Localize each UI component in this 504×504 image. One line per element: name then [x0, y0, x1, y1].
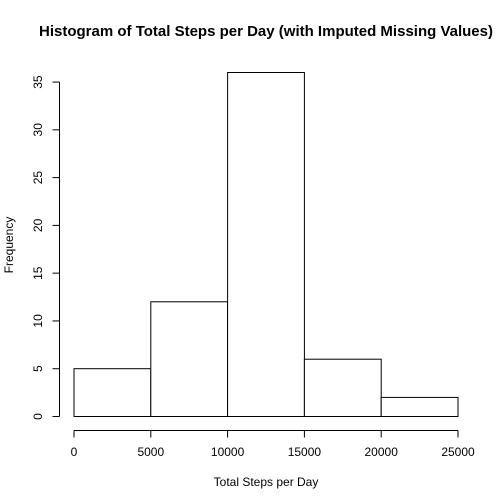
- y-tick-label: 0: [31, 413, 45, 420]
- x-tick-label: 15000: [288, 445, 322, 459]
- y-tick-label: 30: [31, 123, 45, 137]
- histogram-bar: [303, 358, 382, 418]
- y-tick-label: 15: [31, 266, 45, 280]
- histogram-bar: [227, 72, 305, 417]
- x-tick-label: 0: [71, 445, 78, 459]
- histogram-bar: [150, 301, 229, 417]
- y-tick-label: 10: [31, 314, 45, 328]
- histogram-bar: [380, 396, 459, 417]
- y-axis: 0 5 10 15 20 25 30 35: [31, 75, 60, 420]
- x-axis-label: Total Steps per Day: [214, 475, 319, 489]
- x-tick-label: 25000: [441, 445, 475, 459]
- x-tick-label: 20000: [365, 445, 399, 459]
- y-tick-label: 35: [31, 75, 45, 89]
- x-tick-label: 10000: [211, 445, 245, 459]
- y-tick-label: 20: [31, 218, 45, 232]
- y-tick-label: 25: [31, 171, 45, 185]
- x-axis: 0 5000 10000 15000 20000 25000: [71, 430, 475, 459]
- y-axis-label: Frequency: [2, 217, 16, 274]
- y-tick-label: 5: [31, 365, 45, 372]
- chart-title: Histogram of Total Steps per Day (with I…: [39, 23, 493, 40]
- x-tick-label: 5000: [137, 445, 164, 459]
- histogram-bar: [73, 368, 152, 418]
- bars-group: [73, 72, 459, 418]
